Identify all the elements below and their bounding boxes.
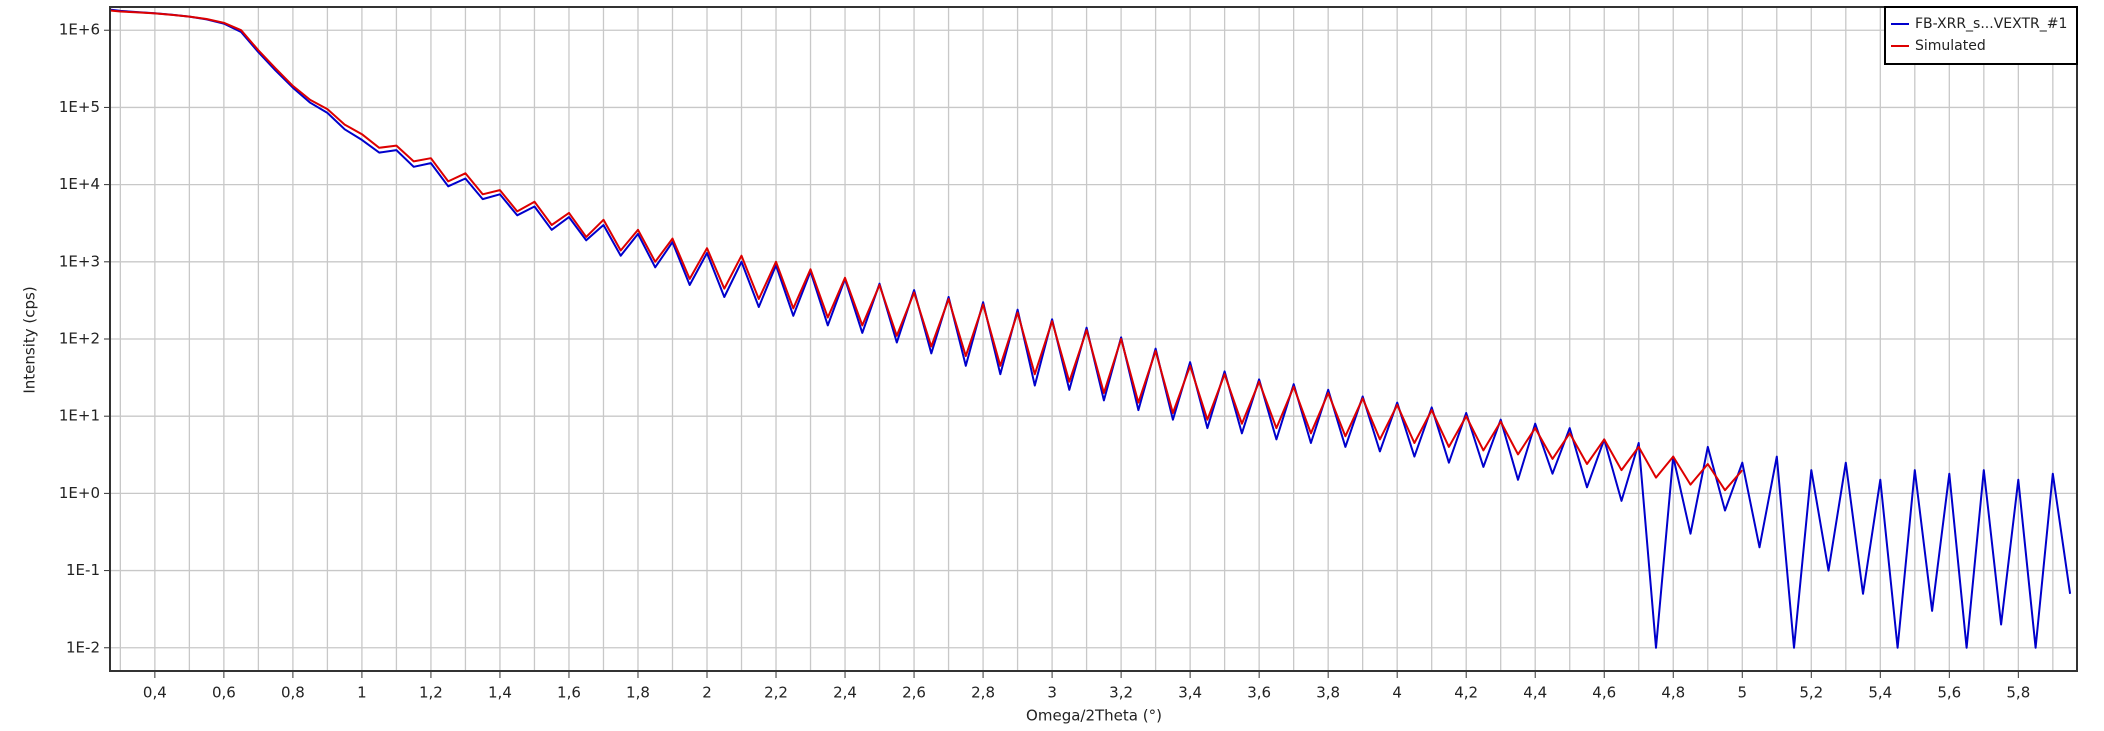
legend-label: FB-XRR_s...VEXTR_#1 (1915, 16, 2067, 32)
x-tick-label: 3 (1047, 684, 1057, 702)
x-axis-label: Omega/2Theta (°) (1026, 707, 1162, 725)
y-tick-label: 1E+5 (59, 98, 100, 116)
x-tick-label: 1,8 (626, 684, 650, 702)
x-tick-label: 1,2 (419, 684, 443, 702)
x-tick-label: 1,4 (488, 684, 512, 702)
y-tick-label: 1E+1 (59, 407, 100, 425)
x-tick-label: 5,2 (1799, 684, 1823, 702)
y-tick-label: 1E-1 (66, 561, 100, 579)
x-tick-label: 1,6 (557, 684, 581, 702)
data-line (109, 9, 1744, 492)
x-tick-label: 0,8 (281, 684, 305, 702)
legend-box (1884, 6, 2078, 65)
x-tick-label: 3,4 (1178, 684, 1202, 702)
y-axis-label: Intensity (cps) (21, 286, 39, 393)
y-tick-label: 1E+0 (59, 484, 100, 502)
x-tick-label: 0,4 (143, 684, 167, 702)
y-tick-label: 1E+6 (59, 21, 100, 39)
x-tick-label: 1 (357, 684, 367, 702)
x-tick-label: 3,8 (1316, 684, 1340, 702)
x-tick-label: 0,6 (212, 684, 236, 702)
y-tick-label: 1E-2 (66, 638, 100, 656)
x-tick-label: 5 (1737, 684, 1747, 702)
x-tick-label: 2,8 (971, 684, 995, 702)
x-tick-label: 2,6 (902, 684, 926, 702)
y-tick-label: 1E+3 (59, 252, 100, 270)
x-tick-label: 4 (1392, 684, 1402, 702)
x-tick-label: 2 (702, 684, 712, 702)
x-tick-label: 5,6 (1937, 684, 1961, 702)
x-tick-label: 4,4 (1523, 684, 1547, 702)
x-tick-label: 5,4 (1868, 684, 1892, 702)
x-tick-label: 4,6 (1592, 684, 1616, 702)
x-tick-label: 4,8 (1661, 684, 1685, 702)
x-tick-label: 3,6 (1247, 684, 1271, 702)
data-line (109, 8, 2072, 649)
x-tick-label: 4,2 (1454, 684, 1478, 702)
plot-frame (109, 6, 2078, 672)
y-tick-label: 1E+4 (59, 175, 100, 193)
x-tick-label: 2,2 (764, 684, 788, 702)
y-tick-label: 1E+2 (59, 330, 100, 348)
x-tick-label: 2,4 (833, 684, 857, 702)
x-tick-label: 3,2 (1109, 684, 1133, 702)
legend-label: Simulated (1915, 38, 1986, 54)
x-tick-label: 5,8 (2006, 684, 2030, 702)
